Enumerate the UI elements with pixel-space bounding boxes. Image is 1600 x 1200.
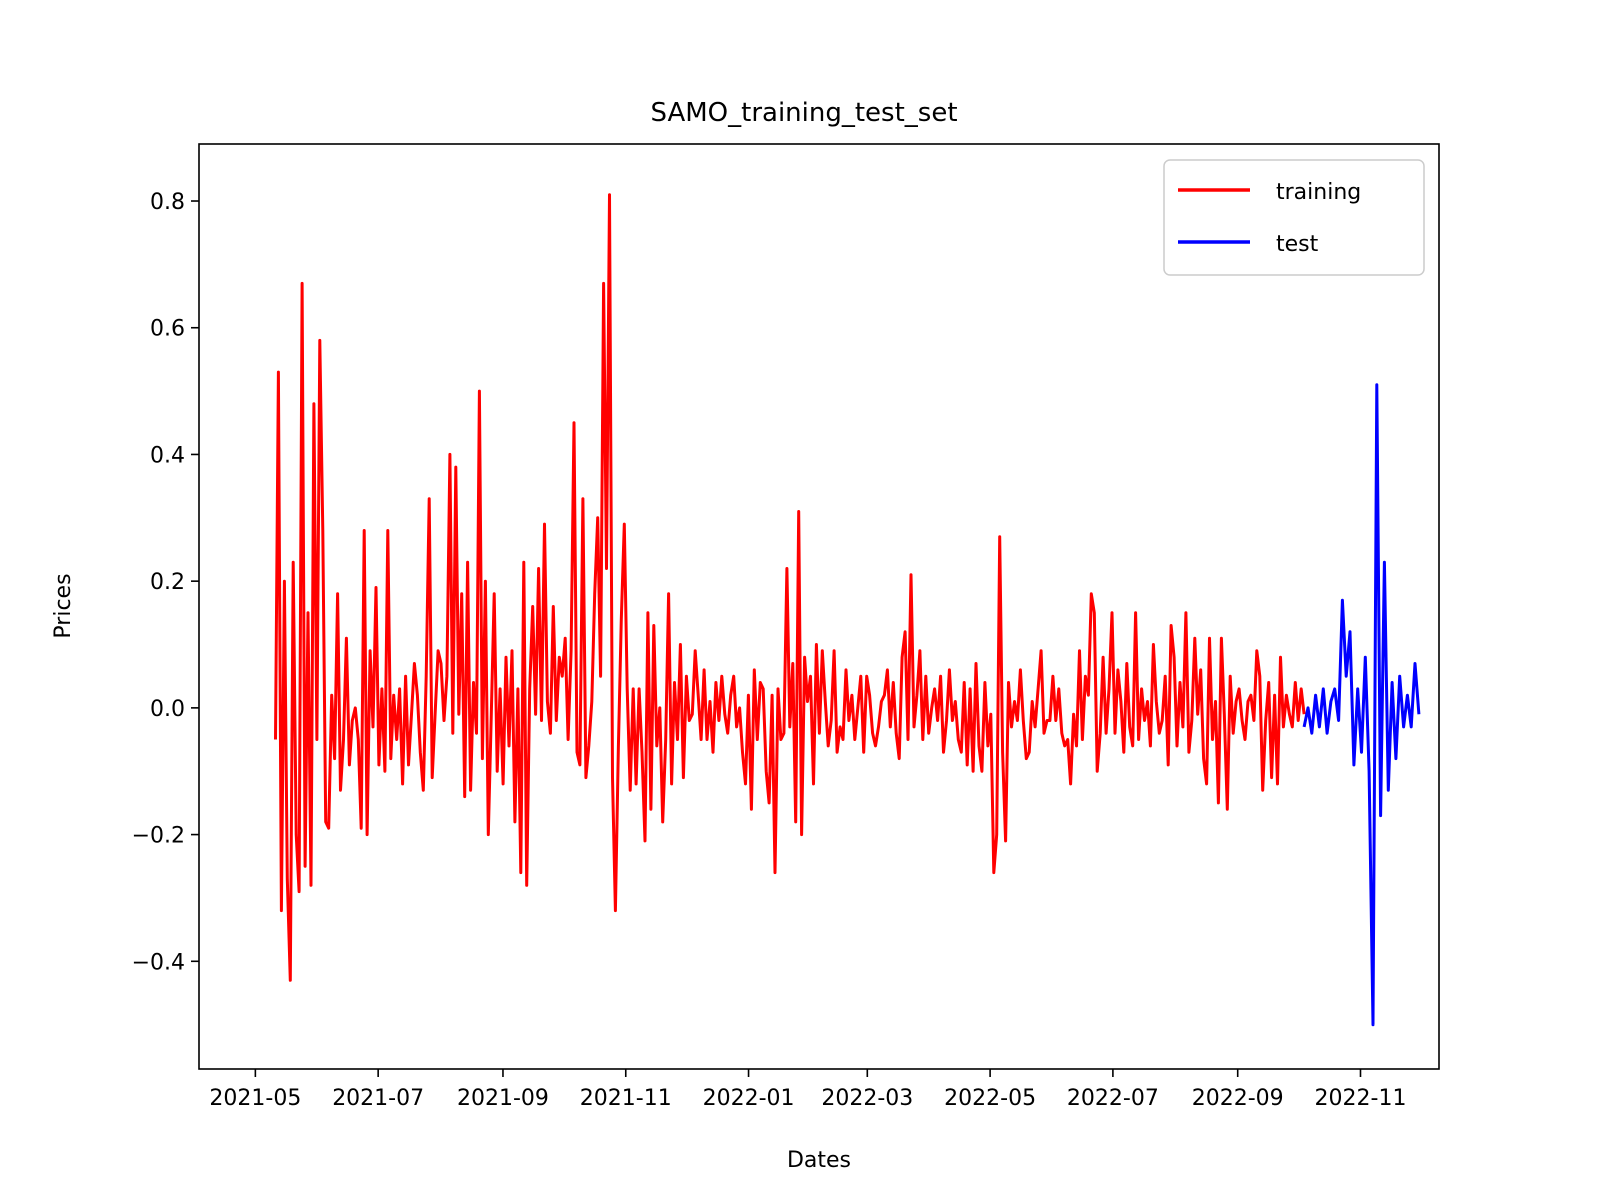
x-tick-label: 2022-07	[1067, 1086, 1159, 1111]
series-line-training	[274, 193, 1306, 982]
y-tick-label: 0.0	[150, 697, 185, 722]
y-axis-label: Prices	[51, 573, 76, 638]
x-tick-label: 2021-11	[580, 1086, 672, 1111]
plot-lines	[274, 193, 1421, 1027]
y-tick-label: −0.4	[132, 950, 185, 975]
x-tick-label: 2022-05	[944, 1086, 1036, 1111]
x-axis-label: Dates	[787, 1148, 851, 1173]
x-tick-label: 2022-09	[1192, 1086, 1284, 1111]
chart-title: SAMO_training_test_set	[650, 98, 957, 128]
y-tick-label: 0.6	[150, 317, 185, 342]
y-tick-label: 0.8	[150, 190, 185, 215]
series-line-test	[1302, 383, 1421, 1027]
x-tick-label: 2022-11	[1315, 1086, 1407, 1111]
y-tick-label: 0.2	[150, 570, 185, 595]
x-tick-label: 2022-01	[703, 1086, 795, 1111]
legend-label-test: test	[1276, 232, 1319, 257]
legend-box	[1163, 159, 1425, 276]
x-tick-label: 2022-03	[821, 1086, 913, 1111]
x-tick-label: 2021-07	[332, 1086, 424, 1111]
plot-frame	[198, 143, 1440, 1070]
y-tick-label: 0.4	[150, 443, 185, 468]
legend: training test	[1163, 159, 1425, 276]
legend-label-training: training	[1276, 180, 1361, 205]
y-axis: −0.4 −0.2 0.0 0.2 0.4 0.6 0.8	[132, 190, 199, 975]
x-axis: 2021-05 2021-07 2021-09 2021-11 2022-01 2022-…	[209, 1069, 1406, 1111]
x-tick-label: 2021-05	[209, 1086, 301, 1111]
x-tick-label: 2021-09	[457, 1086, 549, 1111]
y-tick-label: −0.2	[132, 824, 185, 849]
